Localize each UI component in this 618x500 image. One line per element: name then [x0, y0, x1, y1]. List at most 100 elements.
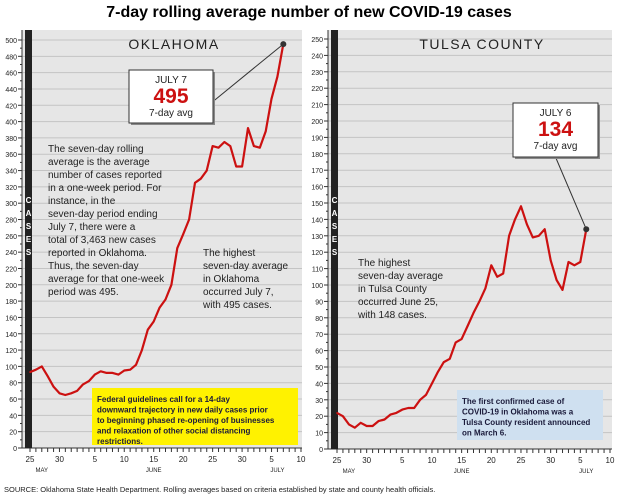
data-point [270, 97, 273, 100]
data-point [205, 169, 208, 172]
y-axis-label-letter: S [332, 248, 338, 257]
y-tick-label: 340 [5, 169, 17, 176]
data-point [164, 298, 167, 301]
callout-marker [280, 41, 287, 48]
data-point [336, 412, 338, 414]
y-axis-label-letter: C [26, 196, 32, 205]
y-axis-label-letter: C [332, 196, 338, 205]
data-point [141, 349, 143, 351]
y-tick-label: 60 [9, 397, 17, 404]
y-tick-label: 90 [315, 299, 323, 306]
y-tick-label: 20 [315, 414, 323, 421]
callout-leader [212, 43, 284, 102]
y-tick-label: 110 [312, 267, 323, 274]
highest-note: The highest seven-day average in Tulsa Cou… [357, 258, 443, 321]
data-point [135, 363, 137, 366]
x-tick-label: 5 [93, 455, 98, 464]
data-point [359, 421, 362, 424]
data-point [549, 259, 552, 262]
y-tick-label: 460 [5, 71, 17, 78]
data-point [152, 320, 155, 323]
y-tick-label: 280 [5, 218, 17, 225]
data-point [437, 371, 439, 373]
callout-box [512, 102, 599, 158]
data-point [99, 370, 102, 373]
data-point [472, 312, 475, 314]
y-tick-label: 20 [9, 430, 17, 437]
data-point [365, 425, 368, 427]
data-point [82, 383, 84, 386]
y-tick-label: 240 [5, 250, 17, 257]
y-tick-label: 180 [311, 152, 323, 159]
data-point [395, 412, 398, 414]
y-tick-label: 320 [5, 185, 17, 192]
data-point [520, 205, 522, 208]
data-point [223, 141, 226, 143]
x-tick-label: 20 [179, 455, 188, 464]
data-point [129, 368, 131, 371]
data-point [217, 146, 220, 149]
data-point [211, 145, 214, 147]
x-tick-label: 30 [238, 455, 247, 464]
cases-axis-bar [331, 30, 338, 449]
callout-marker [583, 226, 590, 233]
source-note: SOURCE: Oklahoma State Health Department… [4, 485, 436, 494]
y-tick-label: 500 [5, 38, 17, 45]
highest-note: The highest seven-day average in Oklahoma o… [202, 248, 288, 311]
month-label: JUNE [454, 469, 470, 475]
y-tick-label: 250 [311, 37, 323, 44]
y-tick-label: 220 [5, 266, 17, 273]
month-label: JUNE [146, 468, 162, 474]
data-point [40, 365, 43, 368]
data-point [348, 423, 350, 426]
data-point [514, 218, 516, 221]
y-tick-label: 60 [315, 349, 323, 356]
x-tick-label: 15 [149, 455, 158, 464]
callout-leader [555, 156, 587, 230]
x-tick-label: 5 [269, 455, 274, 464]
y-tick-label: 230 [311, 70, 323, 77]
y-tick-label: 210 [311, 103, 323, 110]
data-point [88, 380, 90, 382]
y-tick-label: 80 [9, 381, 17, 388]
data-point [235, 165, 237, 168]
callout-date: JULY 7 [155, 75, 187, 86]
data-point [111, 372, 114, 374]
data-point [182, 233, 184, 236]
y-tick-label: 420 [5, 103, 17, 110]
y-tick-label: 190 [311, 135, 323, 142]
data-point [484, 287, 487, 290]
data-point [35, 368, 37, 371]
y-axis-label-letter: A [332, 209, 338, 218]
x-tick-label: 25 [208, 455, 217, 464]
y-axis-label-letter: S [332, 222, 338, 231]
panel-title: OKLAHOMA [128, 36, 219, 52]
data-point [194, 182, 196, 184]
data-point [448, 358, 451, 360]
explanation-note: The seven-day rolling average is the aver… [48, 144, 165, 298]
y-tick-label: 160 [311, 185, 323, 192]
data-point [264, 130, 267, 133]
data-point [229, 145, 232, 147]
data-point [58, 392, 61, 395]
callout-value: 495 [153, 85, 188, 108]
y-axis-label-letter: A [26, 209, 32, 218]
y-tick-label: 480 [5, 54, 17, 61]
y-axis-label-letter: S [26, 248, 32, 257]
data-point [502, 272, 504, 275]
data-point [158, 306, 161, 309]
data-point [401, 408, 404, 411]
data-point [52, 386, 55, 388]
y-axis-label-letter: S [26, 222, 32, 231]
x-tick-label: 5 [578, 456, 583, 465]
info-box-text: Federal guidelines call for a 14-day down… [97, 395, 275, 446]
y-axis-label-letter: E [26, 235, 32, 244]
data-point [342, 415, 344, 418]
data-point [371, 425, 374, 427]
y-tick-label: 130 [311, 234, 323, 241]
y-tick-label: 140 [5, 332, 17, 339]
data-point [94, 373, 96, 376]
y-tick-label: 180 [5, 299, 17, 306]
data-point [147, 328, 149, 331]
